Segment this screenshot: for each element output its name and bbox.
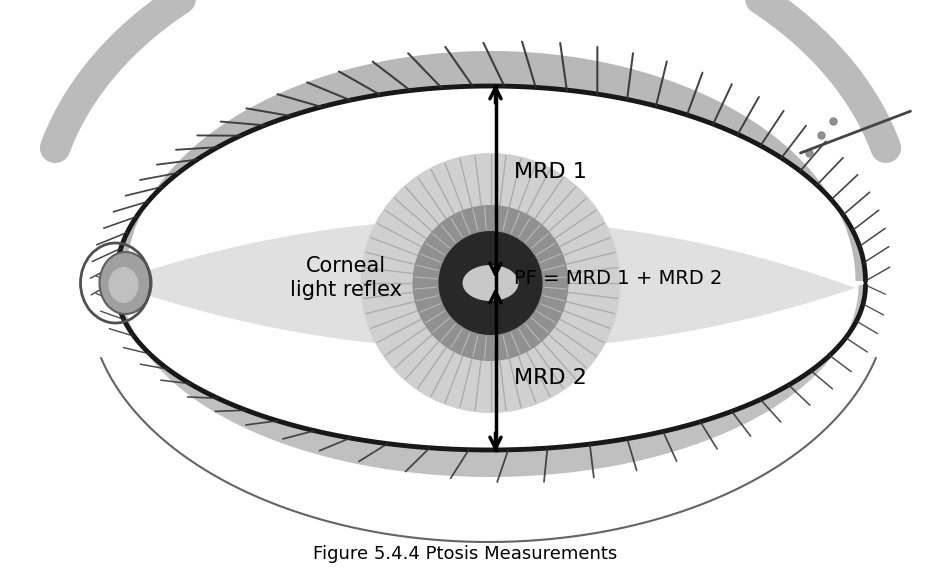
- Text: MRD 1: MRD 1: [514, 163, 587, 182]
- Circle shape: [412, 205, 569, 361]
- Text: PF = MRD 1 + MRD 2: PF = MRD 1 + MRD 2: [514, 269, 722, 287]
- Text: MRD 2: MRD 2: [514, 368, 587, 388]
- Text: Figure 5.4.4 Ptosis Measurements: Figure 5.4.4 Ptosis Measurements: [314, 545, 617, 563]
- Polygon shape: [115, 285, 866, 477]
- Ellipse shape: [100, 252, 152, 314]
- Ellipse shape: [109, 267, 139, 303]
- Polygon shape: [115, 51, 866, 281]
- Ellipse shape: [463, 265, 519, 301]
- Polygon shape: [111, 219, 856, 349]
- Circle shape: [439, 231, 543, 335]
- Text: Corneal
light reflex: Corneal light reflex: [290, 257, 401, 300]
- Circle shape: [360, 153, 620, 413]
